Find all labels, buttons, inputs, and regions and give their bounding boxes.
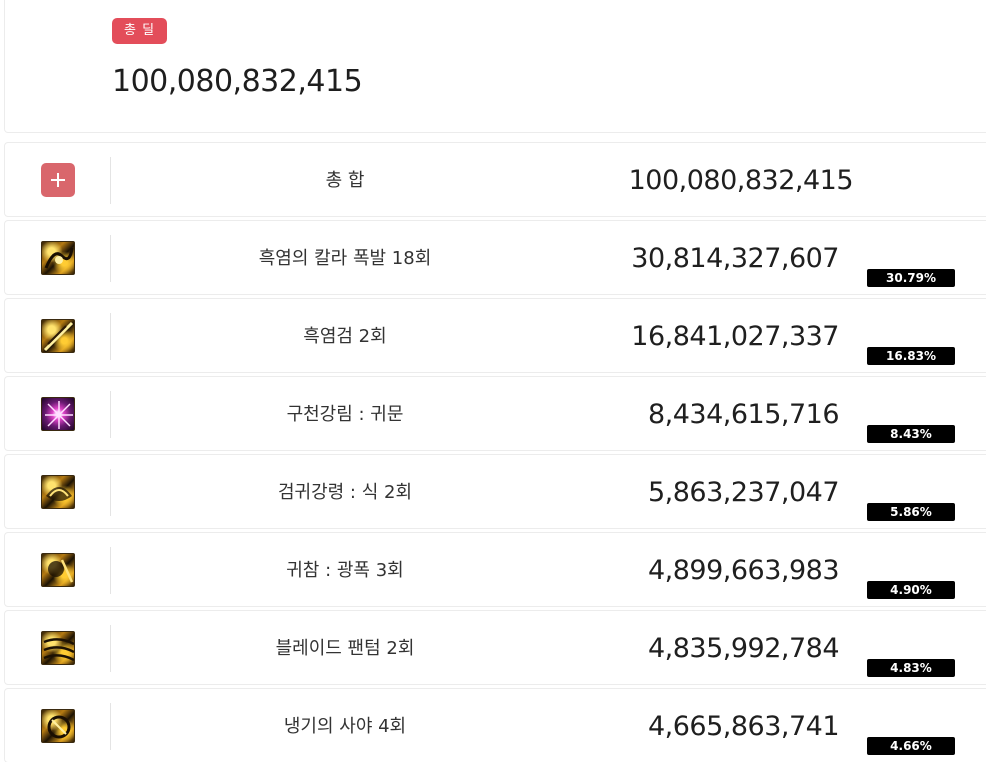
skill-name: 냉기의 사야 4회 xyxy=(283,716,407,737)
row-divider xyxy=(110,625,111,672)
total-damage-badge: 총 딜 xyxy=(112,18,168,44)
skill-percent-tag: 4.66% xyxy=(867,737,955,755)
row-divider xyxy=(110,157,111,204)
skill-name: 검귀강령 : 식 2회 xyxy=(277,482,413,503)
skill-percent-tag: 4.90% xyxy=(867,581,955,599)
skill-name: 귀참 : 광폭 3회 xyxy=(286,560,404,581)
plus-icon[interactable] xyxy=(41,163,75,197)
row-divider xyxy=(110,313,111,360)
sword-spirit-skill-icon xyxy=(41,475,75,509)
row-divider xyxy=(110,469,111,516)
skill-row[interactable]: 구천강림 : 귀문 8,434,615,716 8.43% xyxy=(4,376,986,451)
skill-name: 흑염검 2회 xyxy=(303,326,387,347)
row-divider xyxy=(110,703,111,750)
skill-damage: 5,863,237,047 xyxy=(647,477,840,508)
skill-damage: 16,841,027,337 xyxy=(631,321,839,352)
skill-name: 구천강림 : 귀문 xyxy=(286,404,404,425)
skill-damage: 4,899,663,983 xyxy=(647,555,840,586)
violet-burst-skill-icon xyxy=(41,397,75,431)
skill-row[interactable]: 흑염의 칼라 폭발 18회 30,814,327,607 30.79% xyxy=(4,220,986,295)
total-row: 총 합 100,080,832,415 xyxy=(4,142,986,217)
skill-percent-tag: 5.86% xyxy=(867,503,955,521)
skill-damage: 4,665,863,741 xyxy=(647,711,840,742)
skill-row[interactable]: 냉기의 사야 4회 4,665,863,741 4.66% xyxy=(4,688,986,762)
frost-saya-skill-icon xyxy=(41,709,75,743)
skill-damage: 4,835,992,784 xyxy=(647,633,840,664)
skill-damage-list: 총 합 100,080,832,415 흑염의 칼라 폭발 18회 30,814… xyxy=(4,142,986,762)
ghost-slash-skill-icon xyxy=(41,553,75,587)
skill-name: 블레이드 팬텀 2회 xyxy=(275,638,415,659)
skill-percent-tag: 30.79% xyxy=(867,269,955,287)
skill-name: 흑염의 칼라 폭발 18회 xyxy=(258,248,432,269)
total-row-label: 총 합 xyxy=(325,170,365,191)
skill-percent-tag: 16.83% xyxy=(867,347,955,365)
skill-damage: 8,434,615,716 xyxy=(647,399,840,430)
flame-burst-skill-icon xyxy=(41,241,75,275)
flame-sword-skill-icon xyxy=(41,319,75,353)
skill-row[interactable]: 블레이드 팬텀 2회 4,835,992,784 4.83% xyxy=(4,610,986,685)
total-row-value: 100,080,832,415 xyxy=(628,165,854,196)
total-damage-summary: 총 딜 100,080,832,415 xyxy=(4,0,986,133)
row-divider xyxy=(110,391,111,438)
skill-damage: 30,814,327,607 xyxy=(631,243,839,274)
row-divider xyxy=(110,547,111,594)
skill-row[interactable]: 흑염검 2회 16,841,027,337 16.83% xyxy=(4,298,986,373)
skill-row[interactable]: 귀참 : 광폭 3회 4,899,663,983 4.90% xyxy=(4,532,986,607)
skill-percent-tag: 4.83% xyxy=(867,659,955,677)
blade-phantom-skill-icon xyxy=(41,631,75,665)
skill-row[interactable]: 검귀강령 : 식 2회 5,863,237,047 5.86% xyxy=(4,454,986,529)
row-divider xyxy=(110,235,111,282)
total-damage-value: 100,080,832,415 xyxy=(112,64,363,99)
skill-percent-tag: 8.43% xyxy=(867,425,955,443)
